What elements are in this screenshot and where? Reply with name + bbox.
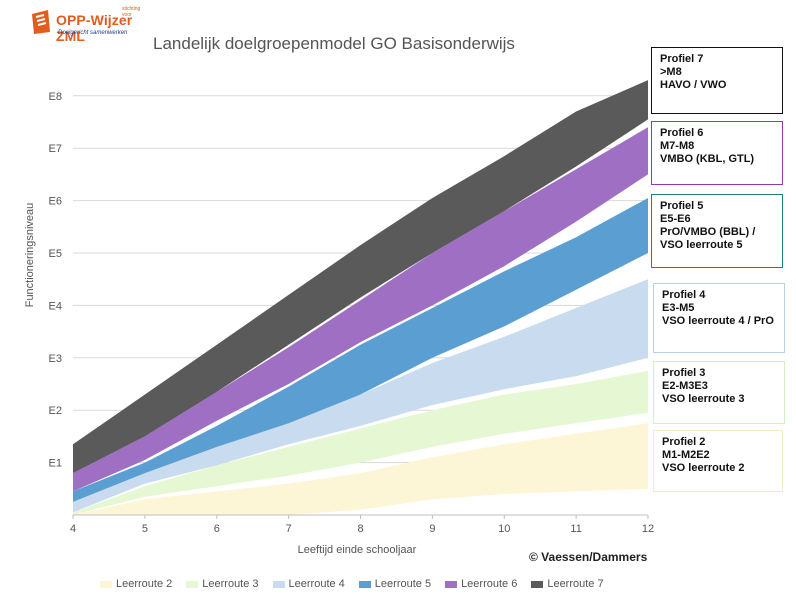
area-leerroute-5	[73, 198, 648, 502]
profile-title: Profiel 2	[662, 436, 706, 448]
y-tick-label: E4	[49, 300, 62, 312]
x-tick-label: 6	[214, 523, 220, 535]
x-tick-label: 7	[286, 523, 292, 535]
profile-line: E5-E6	[660, 213, 691, 225]
legend-swatch	[186, 580, 199, 588]
logo-small-text: stichting voor	[122, 6, 141, 18]
profile-box: Profiel 2 M1-M2E2 VSO leerroute 2	[653, 430, 783, 492]
x-axis-label: Leeftijd einde schooljaar	[298, 544, 417, 556]
profile-line: VMBO (KBL, GTL)	[660, 153, 755, 165]
legend-swatch	[272, 580, 285, 588]
legend-label: Leerroute 5	[374, 578, 432, 590]
legend-label: Leerroute 6	[461, 578, 518, 590]
y-axis-label: Functioneringsniveau	[24, 203, 36, 308]
x-tick-label: 4	[70, 523, 76, 535]
profile-box: Profiel 3 E2-M3E3 VSO leerroute 3	[653, 361, 785, 424]
profile-line: HAVO / VWO	[660, 79, 727, 91]
y-tick-label: E6	[49, 196, 62, 208]
profile-title: Profiel 5	[660, 200, 704, 212]
profile-title: Profiel 7	[660, 53, 704, 65]
legend-item: Leerroute 4	[272, 578, 345, 590]
legend-swatch	[531, 580, 544, 588]
profile-line: VSO leerroute 3	[662, 393, 745, 405]
profile-line: VSO leerroute 4 / PrO	[662, 315, 774, 327]
y-tick-label: E2	[49, 405, 62, 417]
copyright-credit: © Vaessen/Dammers	[529, 550, 648, 564]
x-tick-label: 11	[570, 523, 581, 535]
legend-item: Leerroute 5	[358, 578, 432, 590]
chart-title: Landelijk doelgroepenmodel GO Basisonder…	[153, 34, 515, 53]
profile-title: Profiel 6	[660, 127, 704, 139]
profile-line: >M8	[660, 66, 682, 78]
legend-label: Leerroute 7	[547, 578, 604, 590]
legend-item: Leerroute 2	[100, 578, 172, 590]
x-tick-label: 9	[429, 523, 435, 535]
y-tick-label: E5	[49, 248, 62, 260]
legend: Leerroute 2 Leerroute 3 Leerroute 4 Leerrou…	[100, 578, 618, 590]
profile-line: PrO/VMBO (BBL) /	[660, 226, 756, 238]
profile-line: VSO leerroute 5	[660, 239, 743, 251]
logo-tagline: Doelgericht samenwerken	[58, 30, 128, 36]
y-tick-label: E1	[49, 458, 62, 470]
logo-name: OPP-Wijzer ZML	[56, 12, 133, 44]
area-leerroute-3	[73, 370, 648, 515]
logo: stichting voor OPP-Wijzer ZML Doelgerich…	[30, 6, 150, 44]
x-tick-label: 5	[142, 523, 148, 535]
profile-line: M1-M2E2	[662, 449, 710, 461]
profile-line: VSO leerroute 2	[662, 462, 745, 474]
legend-item: Leerroute 7	[531, 578, 604, 590]
legend-swatch	[100, 580, 112, 588]
area-leerroute-2	[73, 423, 648, 515]
legend-label: Leerroute 3	[202, 578, 259, 590]
area-leerroute-7	[73, 80, 648, 474]
profile-box: Profiel 6 M7-M8 VMBO (KBL, GTL)	[651, 121, 783, 185]
area-leerroute-6	[73, 127, 648, 492]
profile-title: Profiel 3	[662, 367, 706, 379]
x-tick-label: 10	[498, 523, 510, 535]
area-leerroute-4	[73, 279, 648, 513]
profile-line: E2-M3E3	[662, 380, 708, 392]
y-tick-label: E7	[49, 143, 62, 155]
legend-item: Leerroute 3	[186, 578, 259, 590]
logo-icon	[32, 10, 50, 34]
x-tick-label: 8	[357, 523, 363, 535]
profile-title: Profiel 4	[662, 289, 706, 301]
legend-swatch	[358, 580, 371, 588]
profile-line: M7-M8	[660, 140, 695, 152]
profile-line: E3-M5	[662, 302, 695, 314]
legend-label: Leerroute 4	[288, 578, 345, 590]
legend-label: Leerroute 2	[116, 578, 173, 590]
legend-swatch	[445, 580, 458, 588]
y-tick-label: E3	[49, 353, 62, 365]
y-tick-label: E8	[49, 91, 62, 103]
profile-box: Profiel 7 >M8 HAVO / VWO	[651, 47, 783, 114]
profile-box: Profiel 5 E5-E6 PrO/VMBO (BBL) / VSO leerro…	[651, 194, 783, 268]
legend-item: Leerroute 6	[445, 578, 517, 590]
profile-box: Profiel 4 E3-M5 VSO leerroute 4 / PrO	[653, 283, 785, 353]
x-tick-label: 12	[642, 523, 654, 535]
